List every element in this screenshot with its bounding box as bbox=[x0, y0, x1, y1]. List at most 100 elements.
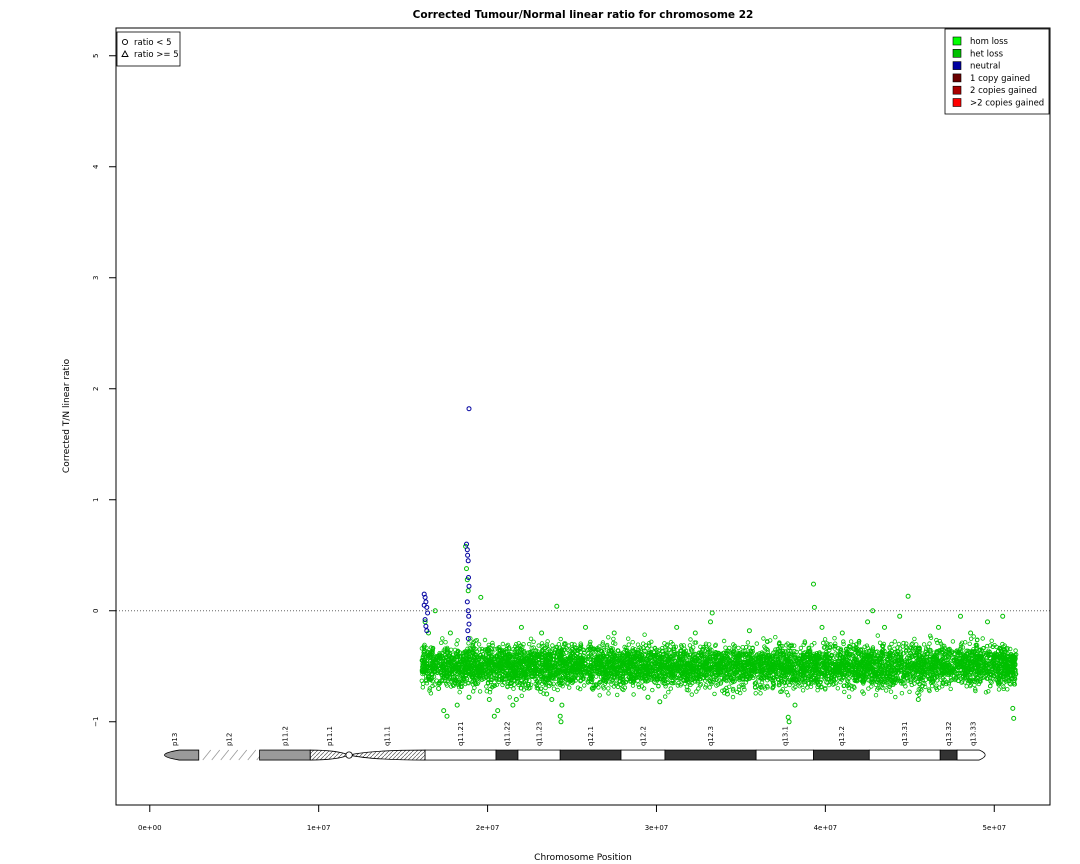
data-point bbox=[877, 640, 883, 645]
data-point bbox=[868, 672, 874, 677]
data-point bbox=[550, 643, 555, 648]
data-point bbox=[476, 642, 482, 647]
data-point bbox=[527, 641, 532, 647]
data-point bbox=[686, 688, 691, 693]
data-point bbox=[555, 687, 560, 693]
data-point bbox=[420, 685, 425, 690]
data-point bbox=[759, 680, 765, 685]
data-point bbox=[948, 686, 953, 692]
data-point bbox=[797, 684, 802, 689]
data-point bbox=[543, 671, 548, 676]
data-point bbox=[703, 683, 709, 688]
data-point bbox=[736, 684, 742, 689]
data-point bbox=[917, 681, 922, 686]
data-point bbox=[482, 637, 488, 643]
data-point bbox=[689, 692, 694, 697]
data-point bbox=[526, 682, 532, 687]
data-point bbox=[641, 686, 647, 691]
data-point bbox=[626, 642, 631, 647]
data-point bbox=[493, 676, 499, 682]
data-point bbox=[841, 641, 846, 647]
data-point bbox=[703, 641, 709, 646]
data-point bbox=[455, 638, 460, 643]
data-point bbox=[920, 683, 925, 689]
data-point bbox=[565, 680, 571, 686]
data-point bbox=[740, 645, 745, 650]
data-point bbox=[436, 681, 442, 687]
data-point bbox=[773, 635, 778, 640]
data-point bbox=[626, 636, 631, 641]
data-point bbox=[479, 646, 485, 652]
data-point bbox=[636, 682, 641, 687]
data-point bbox=[538, 689, 543, 694]
data-point bbox=[759, 685, 764, 690]
data-point bbox=[908, 677, 913, 683]
data-point bbox=[531, 639, 536, 644]
data-point bbox=[440, 636, 445, 641]
data-point bbox=[639, 652, 645, 657]
data-point bbox=[927, 654, 933, 660]
data-point bbox=[875, 633, 880, 638]
data-point bbox=[675, 683, 681, 688]
data-point bbox=[1012, 674, 1018, 679]
data-point bbox=[907, 689, 912, 694]
data-point bbox=[559, 648, 564, 654]
data-point bbox=[873, 693, 879, 698]
data-point bbox=[611, 636, 616, 642]
data-point bbox=[484, 684, 489, 689]
chart-title: Corrected Tumour/Normal linear ratio for… bbox=[413, 9, 754, 21]
data-point bbox=[551, 686, 557, 691]
data-point bbox=[707, 685, 712, 690]
data-point bbox=[448, 684, 454, 689]
data-point bbox=[842, 689, 847, 695]
data-point bbox=[815, 688, 820, 693]
data-point bbox=[497, 647, 502, 652]
data-point bbox=[558, 636, 563, 642]
data-point bbox=[866, 686, 871, 691]
data-point bbox=[578, 686, 583, 692]
data-point bbox=[454, 642, 459, 647]
data-point bbox=[1012, 680, 1017, 685]
data-point bbox=[888, 689, 894, 694]
data-point bbox=[809, 643, 814, 648]
data-point bbox=[557, 674, 563, 679]
data-point bbox=[805, 685, 810, 690]
data-point bbox=[534, 685, 540, 691]
data-point bbox=[892, 639, 898, 644]
data-point bbox=[841, 639, 846, 644]
data-point bbox=[761, 636, 766, 641]
data-point bbox=[434, 678, 439, 683]
data-point bbox=[934, 683, 939, 688]
data-point bbox=[606, 635, 611, 640]
data-point bbox=[989, 638, 994, 643]
data-point bbox=[466, 641, 471, 646]
data-point bbox=[787, 682, 792, 688]
data-point bbox=[597, 693, 602, 698]
data-point bbox=[720, 688, 725, 693]
data-point bbox=[656, 683, 661, 689]
data-point bbox=[556, 642, 562, 647]
data-point bbox=[528, 636, 534, 641]
data-point bbox=[600, 640, 606, 645]
data-point bbox=[439, 640, 444, 645]
data-point bbox=[600, 642, 605, 647]
data-point bbox=[669, 680, 674, 686]
data-point bbox=[687, 643, 693, 648]
data-point bbox=[457, 690, 462, 695]
data-point bbox=[758, 691, 763, 696]
data-point bbox=[541, 691, 546, 696]
data-point bbox=[698, 682, 704, 687]
data-point bbox=[697, 683, 703, 688]
data-point bbox=[950, 639, 956, 644]
data-point bbox=[444, 683, 450, 688]
data-point bbox=[745, 640, 751, 645]
data-point bbox=[784, 690, 789, 695]
data-point bbox=[477, 689, 483, 694]
data-point bbox=[528, 682, 534, 687]
data-point bbox=[1013, 648, 1018, 653]
data-point bbox=[631, 692, 636, 697]
data-point bbox=[424, 681, 430, 686]
data-point bbox=[588, 639, 593, 645]
data-point bbox=[846, 694, 852, 699]
data-point bbox=[606, 691, 611, 696]
